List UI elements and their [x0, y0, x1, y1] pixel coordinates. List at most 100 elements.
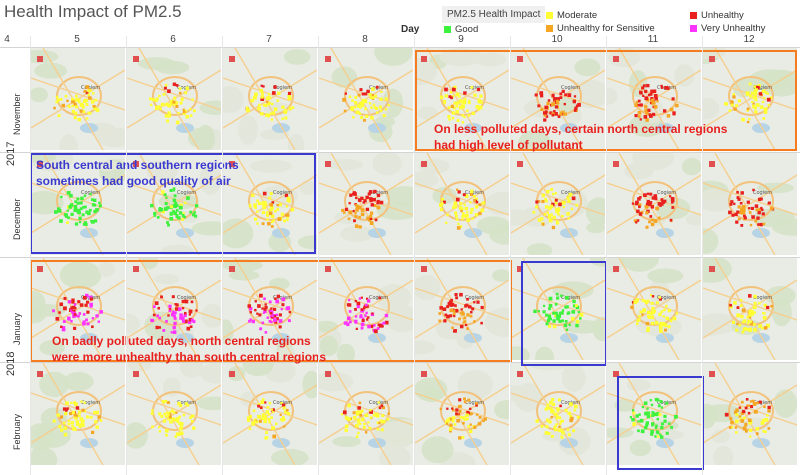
sensor-point — [557, 115, 561, 119]
ring-road — [440, 391, 486, 431]
sensor-point — [364, 303, 368, 307]
sensor-point — [361, 317, 365, 320]
sensor-point — [359, 413, 363, 417]
sensor-point — [189, 107, 192, 111]
map-cell-february-8[interactable]: Cogiem — [319, 363, 413, 465]
highway-line — [415, 182, 509, 216]
sensor-point — [89, 302, 94, 307]
map-cell-november-10[interactable]: Cogiem — [511, 48, 605, 150]
map-cell-january-12[interactable]: Cogiem — [703, 258, 797, 360]
legend-item-good[interactable]: Good — [444, 24, 478, 35]
map-cell-december-6[interactable]: Cogiem — [127, 153, 221, 255]
map-cell-january-11[interactable]: Cogiem — [607, 258, 701, 360]
sensor-point — [741, 205, 744, 209]
sensor-point — [552, 215, 556, 220]
map-cell-december-11[interactable]: Cogiem — [607, 153, 701, 255]
city-name-label: Cogiem — [465, 190, 484, 196]
map-cell-november-9[interactable]: Cogiem — [415, 48, 509, 150]
sensor-point — [454, 214, 458, 218]
sensor-point — [652, 105, 655, 109]
terrain-patch — [31, 446, 58, 465]
map-cell-november-12[interactable]: Cogiem — [703, 48, 797, 150]
sensor-point — [440, 202, 444, 206]
sensor-point — [268, 101, 271, 105]
map-cell-january-7[interactable]: Cogiem — [223, 258, 317, 360]
map-cell-november-8[interactable]: Cogiem — [319, 48, 413, 150]
sensor-point — [58, 311, 61, 314]
sensor-point — [654, 321, 659, 325]
highway-line — [511, 384, 605, 444]
sensor-point — [267, 413, 271, 416]
sensor-point — [384, 108, 388, 111]
legend-item-moderate[interactable]: Moderate — [546, 10, 597, 21]
map-cell-february-7[interactable]: Cogiem — [223, 363, 317, 465]
sensor-point — [542, 304, 546, 308]
sensor-point — [262, 398, 265, 401]
sensor-point — [266, 114, 271, 118]
sensor-point — [253, 420, 257, 424]
sensor-point — [254, 300, 257, 303]
map-cell-december-12[interactable]: Cogiem — [703, 153, 797, 255]
sensor-point — [68, 105, 71, 109]
terrain-patch — [31, 190, 64, 215]
sensor-point — [71, 424, 74, 428]
sensor-point — [541, 193, 546, 198]
legend-item-very-unhealthy[interactable]: Very Unhealthy — [690, 23, 765, 34]
sensor-point — [369, 416, 373, 419]
map-cell-january-5[interactable]: Cogiem — [31, 258, 125, 360]
map-cell-february-5[interactable]: Cogiem — [31, 363, 125, 465]
sensor-point — [178, 403, 183, 408]
map-cell-november-11[interactable]: Cogiem — [607, 48, 701, 150]
map-cell-february-11[interactable]: Cogiem — [607, 363, 701, 465]
map-cell-january-9[interactable]: Cogiem — [415, 258, 509, 360]
sensor-point — [365, 114, 369, 118]
row-separator — [0, 152, 800, 153]
map-cell-december-9[interactable]: Cogiem — [415, 153, 509, 255]
sensor-point — [644, 96, 649, 101]
sensor-point — [646, 199, 650, 203]
sensor-point — [552, 311, 556, 315]
map-cell-december-10[interactable]: Cogiem — [511, 153, 605, 255]
terrain-patch — [98, 262, 116, 277]
map-cell-december-8[interactable]: Cogiem — [319, 153, 413, 255]
terrain-patch — [199, 164, 221, 195]
map-cell-january-6[interactable]: Cogiem — [127, 258, 221, 360]
sensor-point — [650, 403, 654, 407]
sensor-point — [71, 310, 74, 314]
legend-item-unhealthy[interactable]: Unhealthy — [690, 10, 744, 21]
sensor-point — [740, 207, 744, 212]
terrain-patch — [259, 185, 298, 208]
map-cell-january-10[interactable]: Cogiem — [511, 258, 605, 360]
sensor-point — [667, 325, 671, 329]
map-cell-february-6[interactable]: Cogiem — [127, 363, 221, 465]
sensor-point — [64, 94, 68, 98]
map-cell-december-5[interactable]: Cogiem — [31, 153, 125, 255]
map-cell-december-7[interactable]: Cogiem — [223, 153, 317, 255]
map-cell-february-12[interactable]: Cogiem — [703, 363, 797, 465]
sensor-point — [651, 100, 656, 105]
sensor-point — [754, 219, 758, 223]
map-cell-november-7[interactable]: Cogiem — [223, 48, 317, 150]
sensor-point — [181, 214, 185, 217]
map-cell-february-10[interactable]: Cogiem — [511, 363, 605, 465]
sensor-point — [645, 118, 649, 122]
map-cell-february-9[interactable]: Cogiem — [415, 363, 509, 465]
city-name-label: Cogiem — [81, 400, 100, 406]
sensor-point — [731, 320, 736, 324]
terrain-patch — [511, 346, 530, 360]
map-cell-november-6[interactable]: Cogiem — [127, 48, 221, 150]
map-cell-november-5[interactable]: Cogiem — [31, 48, 125, 150]
map-cell-january-8[interactable]: Cogiem — [319, 258, 413, 360]
sensor-point — [546, 406, 550, 410]
annotation-north-central: On less polluted days, certain north cen… — [434, 122, 728, 152]
sensor-point — [355, 208, 359, 212]
legend-item-unhealthy-for-sensitive[interactable]: Unhealthy for Sensitive — [546, 23, 655, 34]
sensor-point — [548, 324, 552, 328]
legend-swatch-moderate — [546, 12, 553, 19]
sensor-point — [459, 201, 463, 206]
sensor-point — [93, 219, 98, 223]
sensor-point — [356, 418, 361, 422]
sensor-point — [443, 101, 446, 105]
sensor-point — [263, 414, 267, 419]
sensor-point — [283, 425, 286, 428]
